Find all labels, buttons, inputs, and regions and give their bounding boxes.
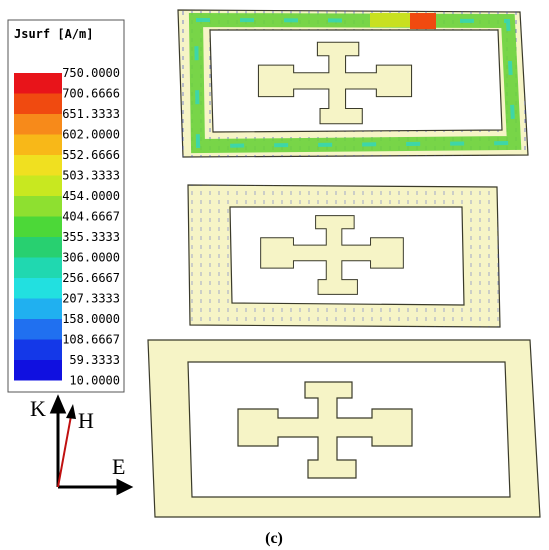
legend-swatch: [14, 155, 62, 176]
legend-swatch: [14, 196, 62, 217]
legend-label: 651.3333: [62, 107, 120, 121]
legend-swatch: [14, 319, 62, 340]
legend-label: 355.3333: [62, 230, 120, 244]
legend-label: 454.0000: [62, 189, 120, 203]
legend-label: 700.6666: [62, 87, 120, 101]
legend-label: 10.0000: [69, 374, 120, 388]
axis-k: K: [30, 396, 46, 421]
legend-title: Jsurf [A/m]: [14, 27, 93, 41]
axis-h: H: [78, 408, 94, 433]
legend-label: 750.0000: [62, 66, 120, 80]
legend-label: 503.3333: [62, 169, 120, 183]
legend-label: 256.6667: [62, 271, 120, 285]
legend-swatch: [14, 134, 62, 155]
structure-bottom: [147, 339, 541, 518]
legend-label: 59.3333: [69, 353, 120, 367]
legend-label: 404.6667: [62, 210, 120, 224]
legend-swatch: [14, 360, 62, 381]
legend-swatch: [14, 175, 62, 196]
legend-label: 207.3333: [62, 292, 120, 306]
legend-swatch: [14, 339, 62, 360]
axis-e: E: [112, 454, 125, 479]
legend-swatch: [14, 278, 62, 299]
legend-label: 306.0000: [62, 251, 120, 265]
legend-swatch: [14, 93, 62, 114]
legend-swatch: [14, 257, 62, 278]
legend-swatch: [14, 73, 62, 94]
legend-swatch: [14, 237, 62, 258]
legend-swatch: [14, 216, 62, 237]
legend: Jsurf [A/m] 750.0000 700.6666 651.3333 602.…: [7, 19, 125, 393]
legend-swatch: [14, 114, 62, 135]
legend-label: 158.0000: [62, 312, 120, 326]
legend-label: 108.6667: [62, 333, 120, 347]
caption: (c): [265, 530, 283, 547]
legend-swatch: [14, 298, 62, 319]
legend-label: 552.6666: [62, 148, 120, 162]
structure-middle: [187, 184, 501, 328]
axes-icon: [49, 394, 134, 496]
legend-label: 602.0000: [62, 128, 120, 142]
structure-top: [177, 9, 529, 158]
